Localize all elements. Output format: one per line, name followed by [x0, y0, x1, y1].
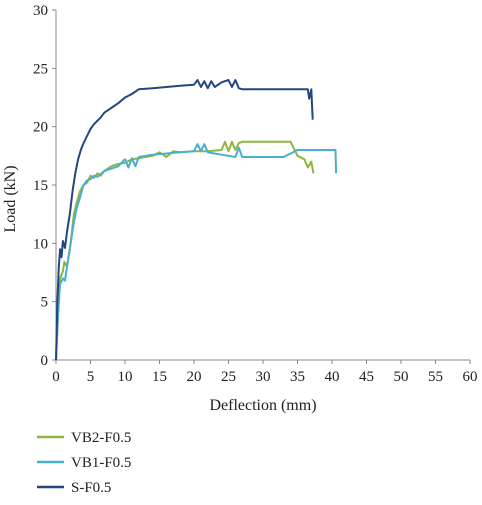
x-tick-label: 25	[221, 369, 236, 385]
x-tick-label: 55	[428, 369, 443, 385]
legend-label: VB2-F0.5	[71, 430, 131, 446]
y-tick-label: 5	[41, 295, 49, 311]
y-tick-label: 15	[33, 178, 48, 194]
x-tick-label: 60	[463, 369, 478, 385]
x-axis-title: Deflection (mm)	[209, 397, 316, 414]
y-tick-label: 25	[33, 61, 48, 77]
series-line-vb1-f0-5	[55, 143, 338, 361]
series-line-vb2-f0-5	[55, 140, 315, 361]
legend-label: VB1-F0.5	[71, 455, 131, 471]
x-tick-label: 5	[87, 369, 95, 385]
x-tick-label: 20	[187, 369, 202, 385]
legend: VB2-F0.5 VB1-F0.5 S-F0.5	[37, 430, 131, 496]
y-tick-label: 10	[33, 236, 48, 252]
x-tick-label: 10	[118, 369, 133, 385]
x-tick-label: 0	[52, 369, 60, 385]
legend-label: S-F0.5	[71, 480, 111, 496]
series-line-s-f0-5	[55, 79, 314, 361]
y-tick-label: 20	[33, 120, 48, 136]
x-tick-label: 15	[152, 369, 167, 385]
x-tick-label: 50	[394, 369, 409, 385]
axes: 0 5 10 15 20 25 30 35 40 45 50 55 60 0 5 10 15 20 25 30	[33, 3, 478, 385]
y-tick-label: 0	[41, 353, 49, 369]
x-tick-label: 40	[325, 369, 340, 385]
series-lines	[55, 79, 338, 361]
y-axis-title: Load (kN)	[2, 165, 19, 232]
x-tick-label: 35	[290, 369, 305, 385]
y-tick-label: 30	[33, 3, 48, 19]
x-tick-label: 45	[359, 369, 374, 385]
x-tick-label: 30	[256, 369, 271, 385]
